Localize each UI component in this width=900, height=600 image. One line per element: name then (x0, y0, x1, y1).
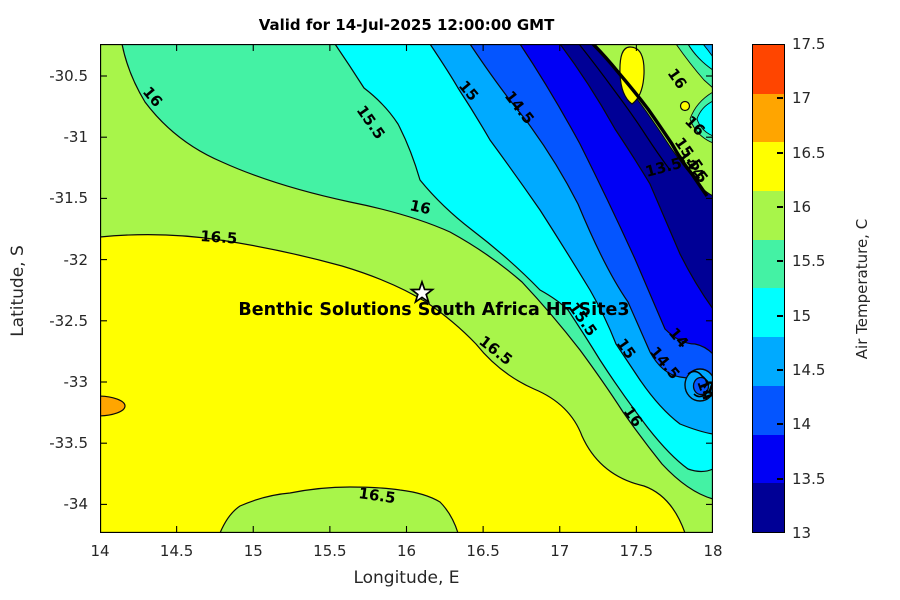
colorbar-tick-mark (777, 205, 783, 208)
colorbar-band (753, 191, 784, 240)
x-axis-label: Longitude, E (353, 568, 460, 588)
colorbar-tick-label: 17.5 (792, 35, 826, 53)
colorbar-tick-mark (777, 368, 783, 371)
warm-spot-orange (100, 395, 126, 417)
contour-label: 16 (408, 196, 432, 218)
x-tick-label: 15 (243, 542, 263, 560)
colorbar-tick-label: 13.5 (792, 469, 826, 488)
colorbar-band (753, 44, 784, 94)
plot-box (100, 44, 713, 533)
colorbar-tick-mark (777, 423, 783, 426)
colorbar-tick-label: 14.5 (792, 360, 826, 379)
colorbar (752, 44, 785, 533)
y-tick-label: -33 (63, 373, 89, 391)
site-star-marker (409, 279, 435, 304)
site-annotation: Benthic Solutions South Africa HF Site3 (238, 300, 629, 320)
x-tick-label: 17.5 (619, 542, 654, 560)
y-tick-label: -32.5 (49, 311, 88, 330)
y-tick-label: -32 (63, 250, 89, 269)
y-tick-label: -31 (63, 128, 89, 147)
x-tick-label: 14.5 (159, 542, 194, 560)
colorbar-band (753, 142, 784, 192)
colorbar-tick-mark (777, 97, 783, 100)
x-tick-label: 17 (550, 542, 570, 560)
colorbar-tick-mark (777, 477, 783, 480)
band-navy-13-13.5 (560, 44, 713, 309)
colorbar-tick-label: 15 (792, 306, 812, 325)
axis-ticks (100, 44, 713, 533)
cold-eddy (684, 368, 713, 402)
contour-bundle (591, 44, 709, 197)
x-tick-label: 16.5 (466, 542, 500, 560)
colorbar-band (753, 385, 784, 435)
contour-label: 14 (693, 377, 713, 403)
colorbar-title: Air Temperature, C (853, 218, 871, 360)
colorbar-tick-label: 14 (792, 415, 812, 434)
bottom-cool-dip (219, 486, 459, 533)
wedge-yellow-dot (679, 100, 691, 112)
colorbar-band (753, 337, 784, 386)
x-tick-label: 16 (396, 542, 417, 560)
colorbar-tick-mark (777, 260, 783, 263)
y-tick-label: -31.5 (49, 189, 88, 208)
y-tick-label: -30.5 (49, 67, 88, 85)
colorbar-band (753, 483, 784, 532)
colorbar-band (753, 288, 784, 338)
band-yellow-16.5-17 (100, 234, 685, 533)
y-tick-label: -33.5 (49, 434, 88, 453)
contour-label: 16.5 (357, 484, 396, 507)
colorbar-tick-label: 16 (792, 197, 812, 216)
colorbar-tick-label: 17 (792, 89, 812, 108)
colorbar-tick-label: 13 (792, 523, 812, 542)
colorbar-tick-mark (777, 151, 783, 154)
x-tick-label: 18 (703, 542, 723, 560)
colorbar-band (753, 434, 784, 484)
colorbar-tick-label: 16.5 (792, 143, 826, 162)
colorbar-tick-mark (777, 314, 783, 317)
y-tick-label: -34 (63, 495, 89, 514)
ne-warm-wedge (578, 44, 713, 197)
colorbar-band (753, 93, 784, 143)
contour-label: 16.5 (200, 227, 238, 248)
contour-label: 14 (703, 378, 713, 402)
x-tick-label: 15.5 (313, 542, 347, 560)
x-tick-label: 14 (90, 542, 110, 560)
contour-plot: Benthic Solutions South Africa HF Site3 … (100, 44, 713, 533)
wedge-yellow-core (619, 46, 645, 105)
y-axis-label: Latitude, S (8, 245, 28, 337)
colorbar-tick-label: 15.5 (792, 252, 826, 271)
isotherm-lines (100, 44, 713, 533)
colorbar-band (753, 239, 784, 289)
plot-title: Valid for 14-Jul-2025 12:00:00 GMT (258, 16, 555, 34)
